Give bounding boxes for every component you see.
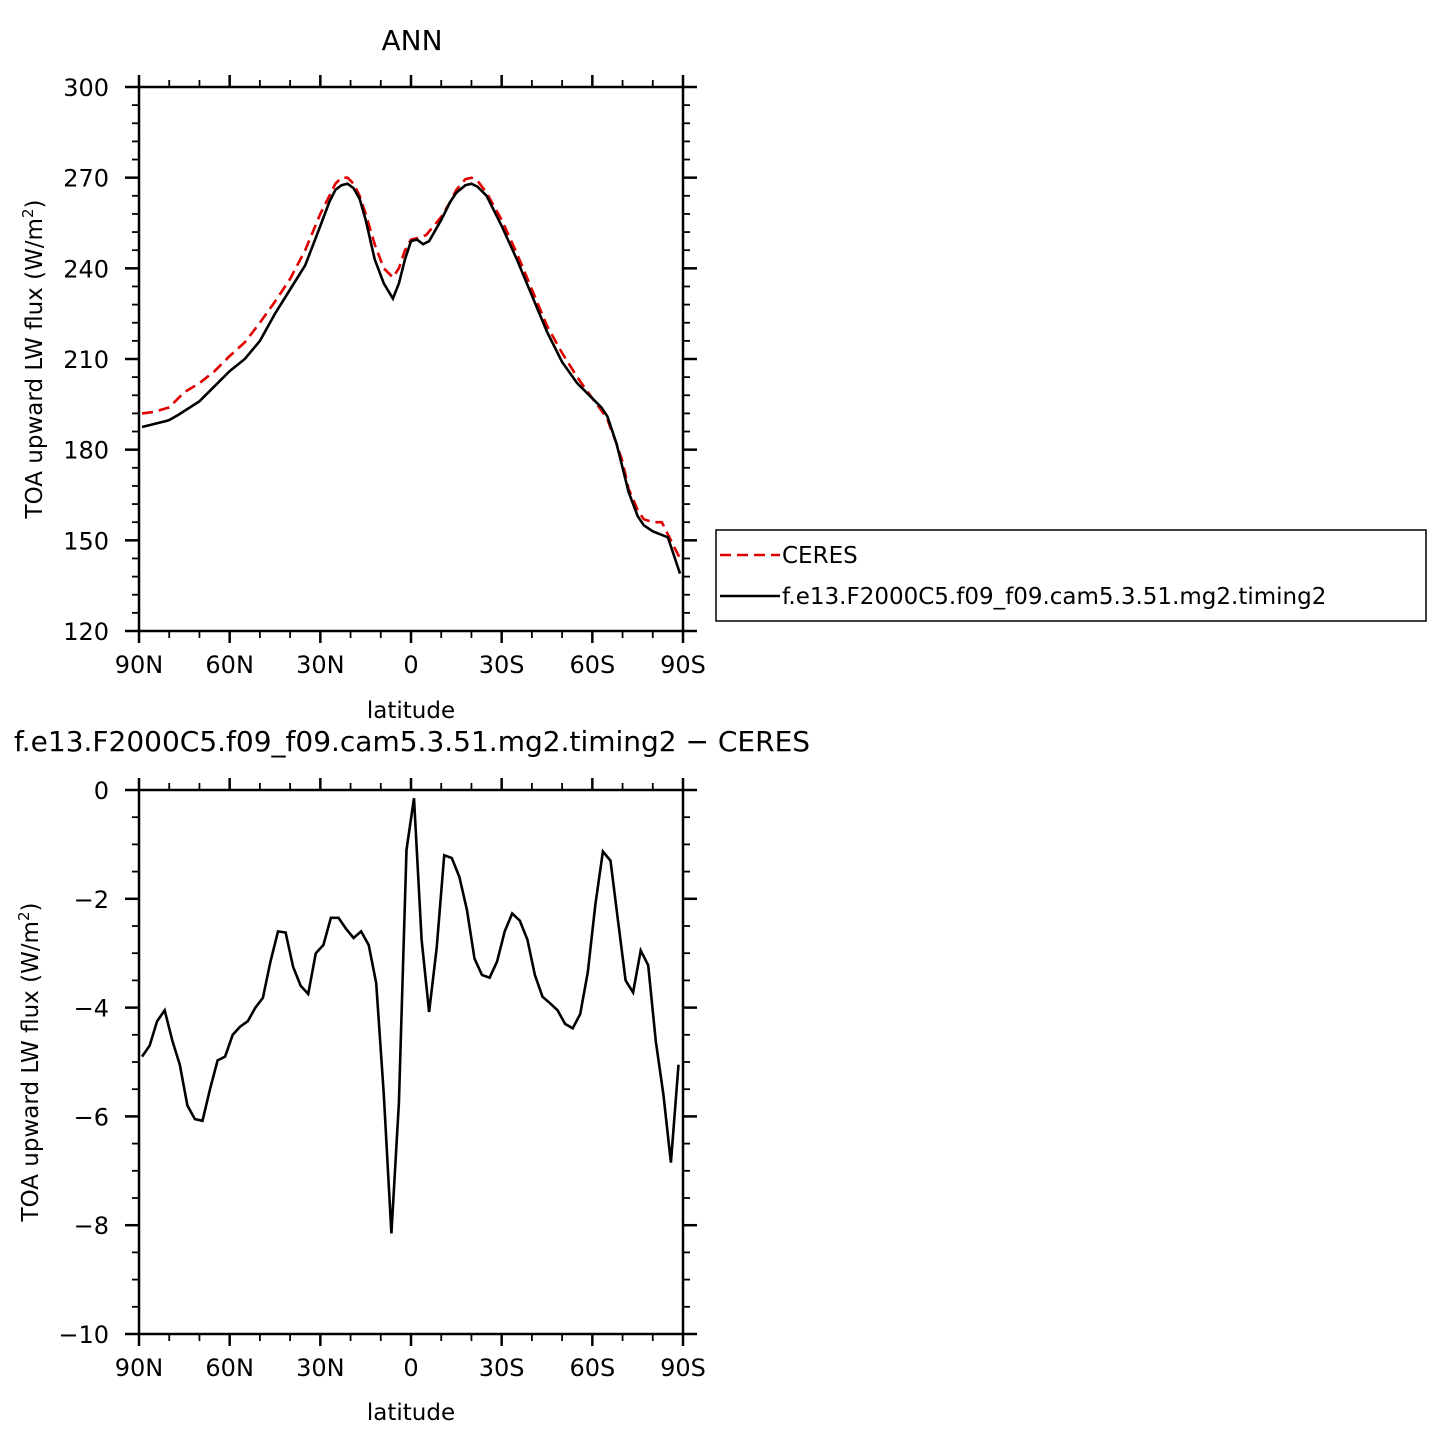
y-tick-label: −8	[74, 1212, 109, 1240]
x-tick-label: 0	[403, 1354, 418, 1382]
y-tick-label: 210	[63, 346, 109, 374]
top-tick-labels: 90N 60N 30N 0 30S 60S 90S 120 150 180 210 240 270 300	[63, 74, 706, 679]
bottom-panel: f.e13.F2000C5.f09_f09.cam5.3.51.mg2.timi…	[14, 725, 810, 1426]
bottom-y-axis-label: TOA upward LW flux (W/m2)	[15, 903, 44, 1223]
y-tick-label: −2	[74, 886, 109, 914]
legend-box	[715, 529, 1427, 622]
top-y-axis-label-close: )	[22, 200, 48, 209]
legend: CERES f.e13.F2000C5.f09_f09.cam5.3.51.mg…	[715, 529, 1427, 622]
x-tick-label: 60N	[205, 651, 254, 679]
y-tick-label: 270	[63, 165, 109, 193]
x-tick-label: 30S	[479, 1354, 525, 1382]
top-y-axis-label-superscript: 2	[19, 208, 37, 218]
top-x-axis-label: latitude	[367, 698, 455, 724]
legend-label-model: f.e13.F2000C5.f09_f09.cam5.3.51.mg2.timi…	[782, 584, 1326, 610]
x-tick-label: 30S	[479, 651, 525, 679]
top-panel: ANN 90N 60N 30N 0 30S 60S 90S 120 150 180 210 240 27…	[19, 24, 1427, 724]
x-tick-label: 0	[403, 651, 418, 679]
bottom-y-axis-label-close: )	[18, 903, 44, 912]
top-y-axis-label-text: TOA upward LW flux (W/m	[22, 218, 48, 519]
y-tick-label: −6	[74, 1103, 109, 1131]
bottom-y-axis-label-superscript: 2	[15, 911, 33, 921]
legend-label-ceres: CERES	[782, 543, 858, 569]
series-line-model	[141, 182, 682, 575]
bottom-y-axis-label-text: TOA upward LW flux (W/m	[18, 921, 44, 1222]
x-tick-label: 90S	[660, 651, 706, 679]
x-tick-label: 90S	[660, 1354, 706, 1382]
y-tick-label: 300	[63, 74, 109, 102]
top-chart-title: ANN	[381, 24, 442, 57]
top-y-axis-label: TOA upward LW flux (W/m2)	[19, 200, 48, 520]
y-tick-label: −10	[58, 1321, 109, 1349]
y-tick-label: −4	[74, 995, 109, 1023]
y-tick-label: 150	[63, 527, 109, 555]
y-tick-label: 0	[94, 777, 109, 805]
bottom-tick-labels: 90N 60N 30N 0 30S 60S 90S 0 −2 −4 −6 −8 −10	[58, 777, 706, 1382]
x-tick-label: 30N	[296, 651, 345, 679]
x-tick-label: 90N	[115, 1354, 164, 1382]
top-ticks	[125, 75, 697, 643]
y-tick-label: 120	[63, 618, 109, 646]
x-tick-label: 60N	[205, 1354, 254, 1382]
y-tick-label: 240	[63, 255, 109, 283]
top-plot-frame	[137, 85, 685, 633]
x-tick-label: 60S	[569, 1354, 615, 1382]
x-tick-label: 60S	[569, 651, 615, 679]
y-tick-label: 180	[63, 437, 109, 465]
series-line-difference	[140, 798, 680, 1234]
x-tick-label: 30N	[296, 1354, 345, 1382]
series-line-ceres	[141, 176, 682, 560]
x-tick-label: 90N	[115, 651, 164, 679]
bottom-x-axis-label: latitude	[367, 1400, 455, 1426]
bottom-chart-title: f.e13.F2000C5.f09_f09.cam5.3.51.mg2.timi…	[14, 725, 810, 758]
bottom-plot-frame	[137, 788, 685, 1336]
